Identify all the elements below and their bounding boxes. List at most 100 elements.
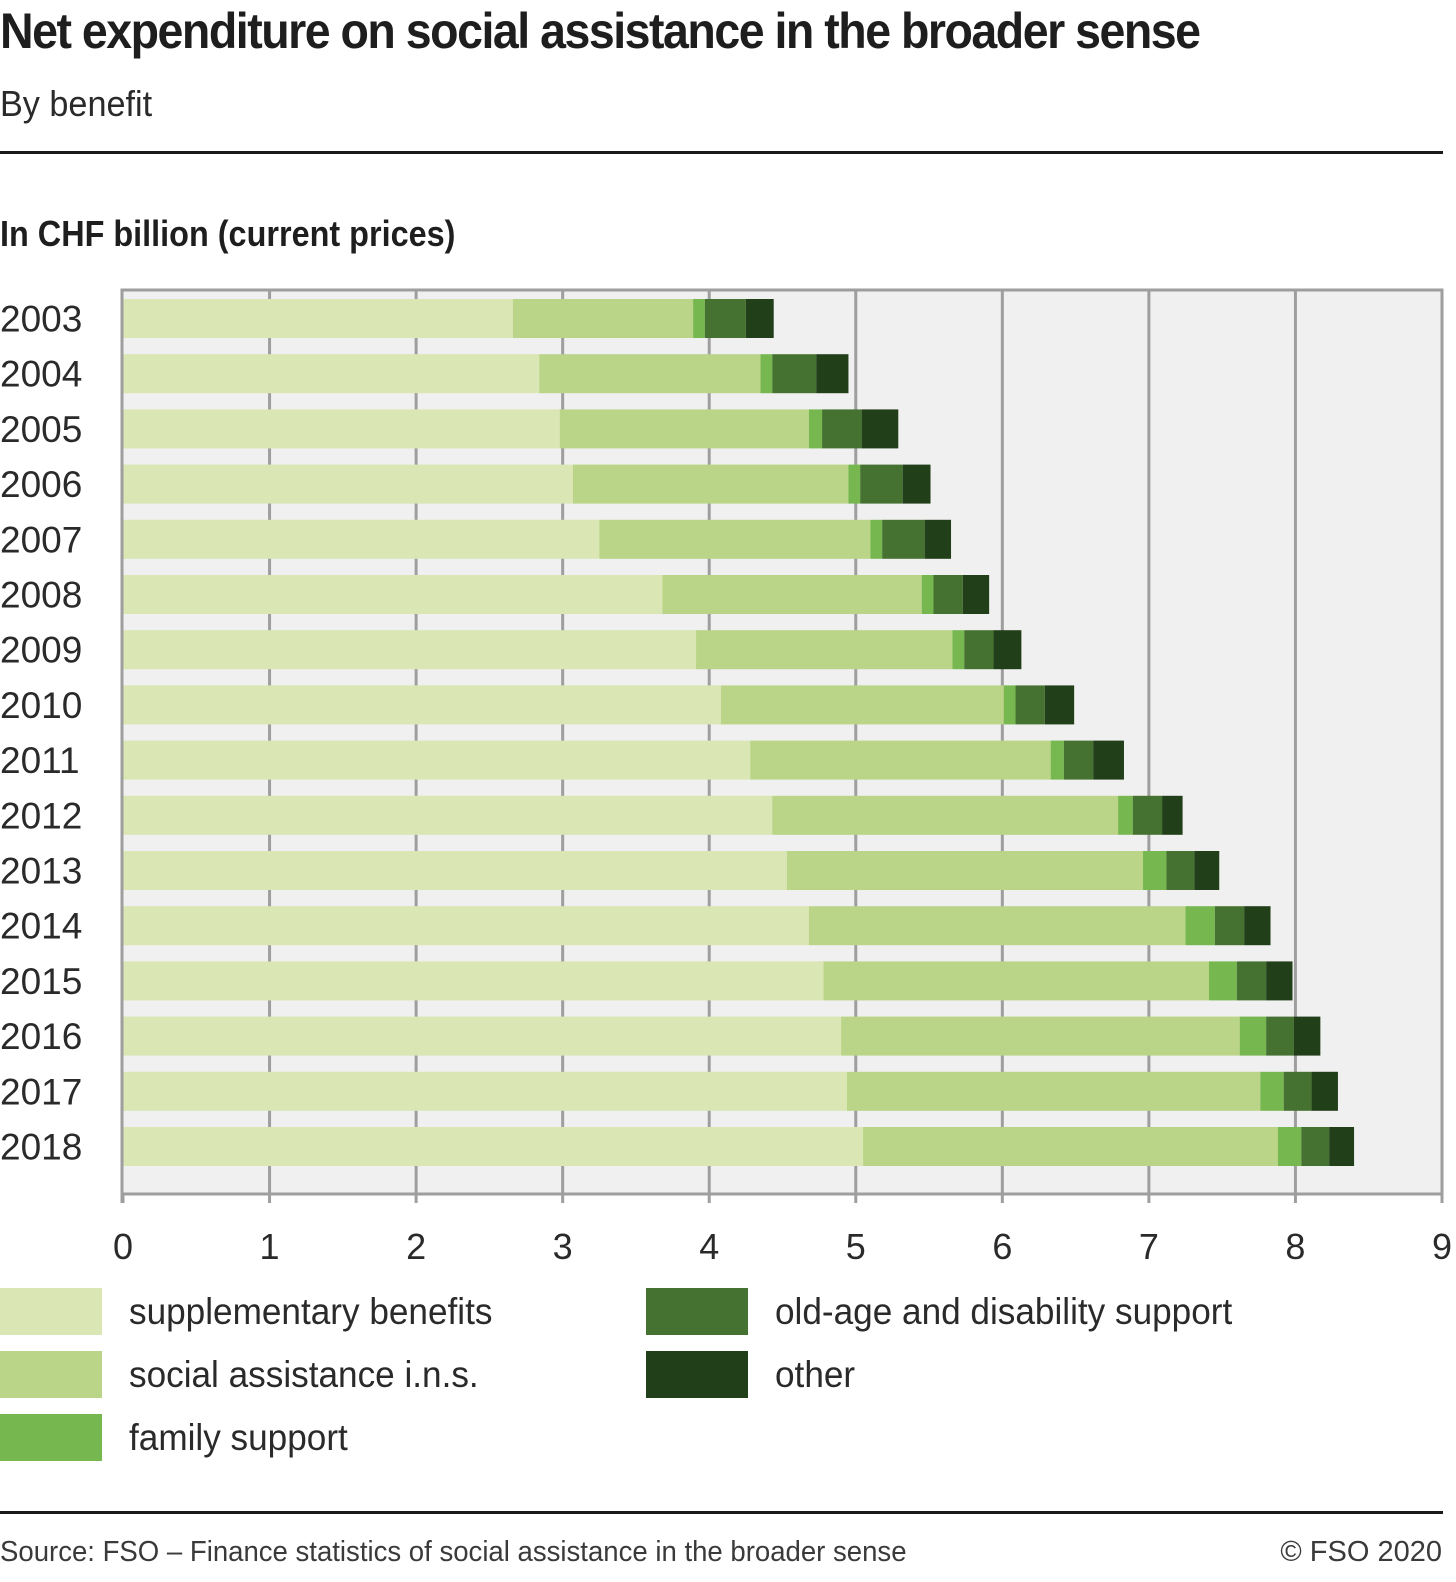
bar-group-2006 — [123, 464, 931, 504]
bar-group-2009 — [123, 630, 1022, 670]
copyright-note: © FSO 2020 — [1280, 1536, 1442, 1568]
bar-segment-other — [861, 409, 899, 449]
bar-segment-other — [1329, 1127, 1355, 1166]
legend-swatch — [0, 1288, 102, 1335]
bar-segment-family-support — [1277, 1127, 1302, 1166]
bar-segment-supplementary-benefits — [123, 961, 824, 1001]
bar-segment-social-assistance-i-n-s — [539, 354, 761, 394]
bar-segment-old-age-and-disability-support — [704, 299, 746, 338]
bar-segment-social-assistance-i-n-s — [823, 961, 1209, 1001]
y-tick-label: 2010 — [0, 685, 82, 726]
bar-segment-family-support — [848, 464, 861, 504]
bar-segment-family-support — [1208, 961, 1237, 1001]
x-tick-label: 0 — [113, 1226, 133, 1267]
bar-segment-family-support — [1050, 740, 1064, 780]
legend: supplementary benefits social assistance… — [0, 1288, 1443, 1461]
bar-segment-old-age-and-disability-support — [882, 519, 925, 559]
bar-segment-social-assistance-i-n-s — [750, 740, 1051, 780]
legend-label: social assistance i.n.s. — [129, 1353, 479, 1395]
x-axis-labels: 0 1 2 3 4 5 6 7 8 9 — [113, 1226, 1452, 1267]
bar-segment-old-age-and-disability-support — [933, 575, 963, 614]
bar-segment-social-assistance-i-n-s — [512, 299, 694, 338]
x-tick-label: 8 — [1285, 1226, 1305, 1267]
bar-segment-supplementary-benefits — [123, 409, 560, 449]
bar-segment-old-age-and-disability-support — [822, 409, 862, 449]
bar-segment-old-age-and-disability-support — [772, 354, 817, 394]
bar-segment-social-assistance-i-n-s — [599, 519, 871, 559]
y-tick-label: 2012 — [0, 795, 82, 836]
legend-item-supplementary-benefits: supplementary benefits — [0, 1288, 512, 1335]
legend-swatch — [646, 1288, 748, 1335]
bar-segment-social-assistance-i-n-s — [662, 575, 922, 614]
bar-group-2012 — [123, 795, 1183, 835]
legend-swatch — [0, 1351, 102, 1398]
plot-frame — [120, 288, 1444, 1203]
bar-group-2004 — [123, 354, 849, 394]
bar-segment-family-support — [1143, 851, 1167, 890]
legend-label: other — [775, 1353, 856, 1395]
bar-segment-old-age-and-disability-support — [964, 630, 994, 670]
legend-label: old-age and disability support — [775, 1290, 1233, 1332]
bar-segment-other — [1293, 1016, 1321, 1056]
y-tick-label: 2018 — [0, 1127, 82, 1168]
y-tick-label: 2008 — [0, 575, 82, 616]
legend-item-family-support: family support — [0, 1414, 359, 1461]
bar-segment-social-assistance-i-n-s — [696, 630, 953, 670]
bar-segment-supplementary-benefits — [123, 906, 809, 946]
bar-segment-family-support — [1185, 906, 1215, 946]
y-tick-label: 2005 — [0, 409, 82, 450]
bar-segment-other — [816, 354, 849, 394]
y-tick-label: 2006 — [0, 464, 82, 505]
bar-segment-old-age-and-disability-support — [1283, 1071, 1312, 1111]
bar-segment-other — [924, 519, 952, 559]
y-axis-labels: 2003 2004 2005 2006 2007 2008 2009 2010 2011 2012… — [0, 299, 82, 1168]
bar-segment-other — [1044, 685, 1075, 725]
bar-segment-supplementary-benefits — [123, 795, 773, 835]
bar-segment-other — [1162, 795, 1183, 835]
chart-title: Net expenditure on social assistance in … — [0, 3, 1201, 59]
legend-swatch — [0, 1414, 102, 1461]
bar-segment-social-assistance-i-n-s — [572, 464, 849, 504]
bars — [123, 299, 1355, 1166]
y-tick-label: 2007 — [0, 519, 82, 560]
bar-segment-old-age-and-disability-support — [1132, 795, 1163, 835]
bar-group-2005 — [123, 409, 899, 449]
bar-segment-old-age-and-disability-support — [1063, 740, 1094, 780]
bar-segment-other — [1093, 740, 1124, 780]
x-tick-label: 9 — [1432, 1226, 1452, 1267]
legend-item-social-assistance: social assistance i.n.s. — [0, 1351, 497, 1398]
bar-segment-old-age-and-disability-support — [1214, 906, 1245, 946]
bar-segment-family-support — [808, 409, 823, 449]
bar-segment-supplementary-benefits — [123, 354, 540, 394]
bar-segment-other — [1194, 851, 1220, 890]
bar-group-2008 — [123, 575, 990, 614]
bar-segment-other — [1311, 1071, 1338, 1111]
bar-segment-supplementary-benefits — [123, 519, 600, 559]
bar-segment-old-age-and-disability-support — [1015, 685, 1045, 725]
bar-segment-supplementary-benefits — [123, 740, 751, 780]
footer-divider — [0, 1511, 1443, 1514]
bar-group-2013 — [123, 851, 1220, 890]
bar-group-2018 — [123, 1127, 1355, 1166]
bar-segment-family-support — [693, 299, 705, 338]
bar-segment-supplementary-benefits — [123, 851, 787, 890]
bar-segment-other — [902, 464, 931, 504]
bar-segment-social-assistance-i-n-s — [720, 685, 1004, 725]
y-tick-label: 2009 — [0, 630, 82, 671]
bar-segment-other — [993, 630, 1022, 670]
legend-item-other: other — [646, 1351, 859, 1398]
y-tick-label: 2014 — [0, 906, 82, 947]
unit-label: In CHF billion (current prices) — [0, 213, 456, 254]
bar-segment-social-assistance-i-n-s — [786, 851, 1144, 890]
bar-segment-family-support — [921, 575, 934, 614]
y-tick-label: 2017 — [0, 1071, 82, 1112]
bar-segment-family-support — [1260, 1071, 1284, 1111]
bar-segment-other — [1244, 906, 1271, 946]
bar-segment-social-assistance-i-n-s — [772, 795, 1119, 835]
bar-segment-family-support — [1118, 795, 1133, 835]
bar-segment-supplementary-benefits — [123, 1016, 842, 1056]
bar-segment-old-age-and-disability-support — [1301, 1127, 1330, 1166]
bar-segment-supplementary-benefits — [123, 1071, 847, 1111]
bar-segment-other — [1266, 961, 1293, 1001]
bar-segment-family-support — [1239, 1016, 1267, 1056]
